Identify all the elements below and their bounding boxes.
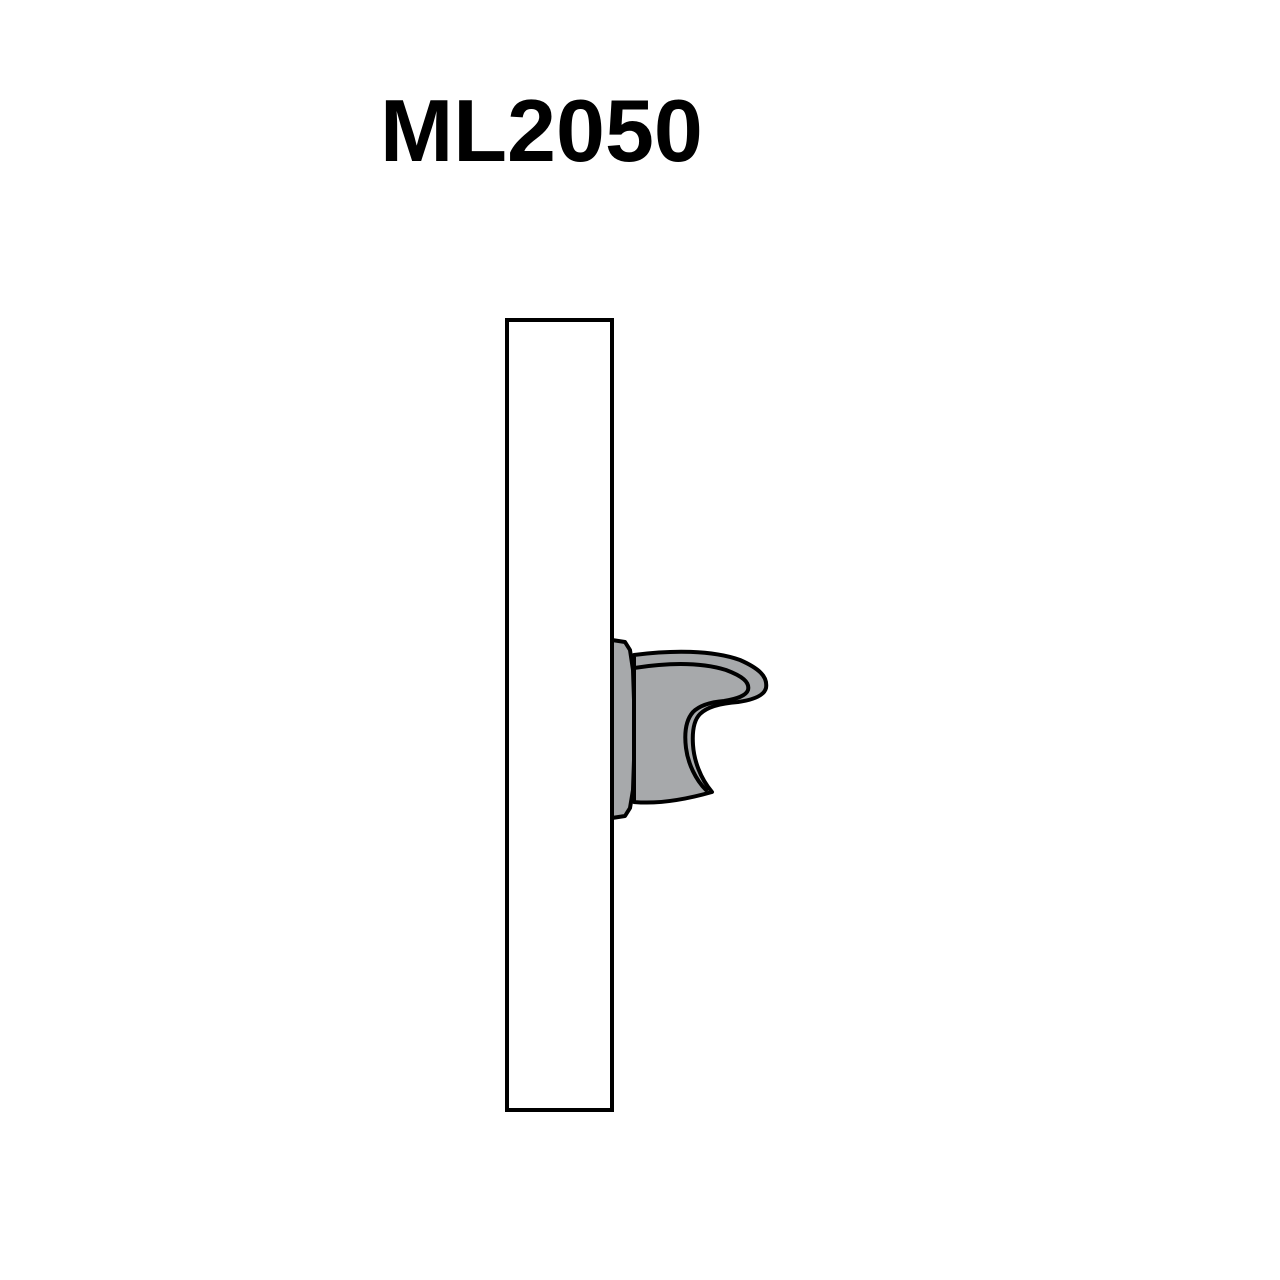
thumb-turn-rose: [612, 640, 634, 818]
diagram-canvas: ML2050: [0, 0, 1280, 1280]
lock-diagram-svg: [0, 0, 1280, 1280]
escutcheon-plate: [507, 320, 612, 1110]
